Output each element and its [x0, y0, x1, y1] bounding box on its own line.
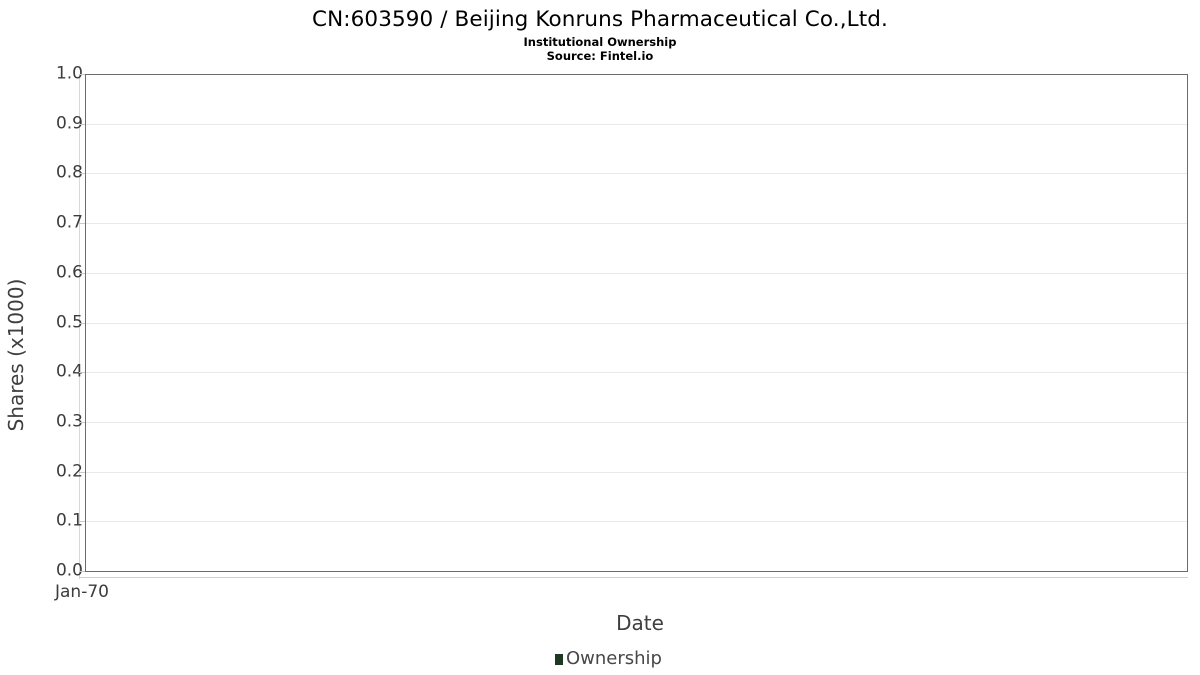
- y-axis-tick-label: 0.2: [55, 461, 83, 482]
- y-axis-tick-mark: [79, 471, 85, 473]
- y-axis-tick-mark: [79, 571, 85, 572]
- gridline: [86, 272, 1187, 274]
- y-axis-tick-label: 0.6: [55, 262, 83, 283]
- gridline: [86, 173, 1187, 175]
- chart-title: CN:603590 / Beijing Konruns Pharmaceutic…: [312, 7, 888, 32]
- y-axis-tick-mark: [79, 74, 85, 75]
- y-axis-tick-mark: [79, 421, 85, 423]
- gridline: [86, 421, 1187, 423]
- series-layer: [86, 75, 1187, 571]
- y-axis-tick-label: 0.7: [55, 212, 83, 233]
- chart-legend[interactable]: Ownership: [0, 648, 1200, 670]
- y-axis-title: Shares (x1000): [4, 278, 28, 432]
- x-axis-tick-label-jan-70: Jan-70: [55, 582, 109, 602]
- y-axis-tick-label: 0.5: [55, 312, 83, 332]
- chart-subtitle: Institutional Ownership: [523, 35, 677, 49]
- gridline: [86, 372, 1187, 374]
- y-axis-tick-rail: [79, 74, 80, 579]
- y-axis-tick-mark: [79, 272, 85, 274]
- x-axis-title: Date: [616, 611, 664, 635]
- y-axis-tick-label: 0.8: [55, 162, 83, 183]
- y-axis-tick-label: 0.9: [55, 113, 83, 134]
- y-axis-tick-label: 0.3: [55, 411, 83, 432]
- y-axis-tick-mark: [79, 123, 85, 125]
- plot-area[interactable]: [85, 74, 1188, 572]
- y-axis-tick-mark: [79, 521, 85, 523]
- legend-item-ownership[interactable]: Ownership: [555, 648, 662, 670]
- y-axis-tick-label: 0.1: [55, 510, 83, 531]
- y-axis-tick-label: 0.4: [55, 361, 83, 382]
- gridline: [86, 521, 1187, 523]
- gridline: [86, 223, 1187, 225]
- gridline: [86, 322, 1187, 324]
- y-axis-tick-label: 1.0: [55, 63, 83, 84]
- y-axis-tick-mark: [79, 173, 85, 175]
- legend-item-label: Ownership: [566, 648, 662, 669]
- y-axis-tick-mark: [79, 322, 85, 324]
- y-axis-tick-mark: [79, 223, 85, 225]
- y-axis-tick-mark: [79, 372, 85, 374]
- gridline: [86, 123, 1187, 125]
- chart-header: CN:603590 / Beijing Konruns Pharmaceutic…: [0, 0, 1200, 63]
- gridline: [86, 471, 1187, 473]
- y-axis-tick-label: 0.0: [55, 560, 83, 581]
- legend-swatch-icon: [555, 653, 563, 665]
- chart-source-label: Source: Fintel.io: [546, 49, 654, 63]
- x-axis-underline: [79, 577, 1188, 578]
